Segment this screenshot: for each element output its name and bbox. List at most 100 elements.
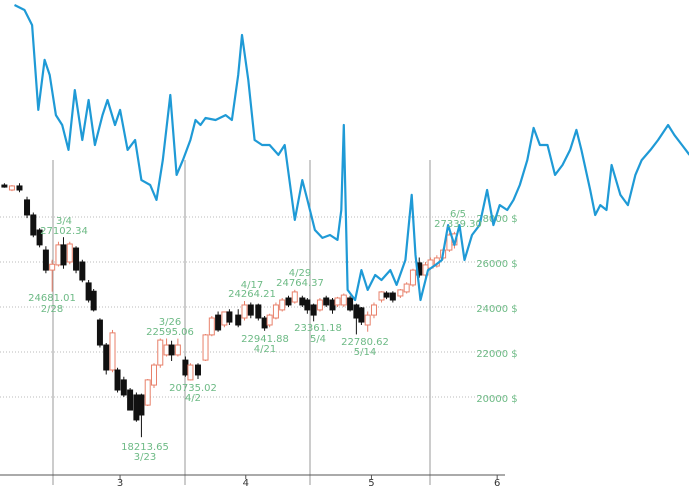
candle-body	[182, 359, 189, 376]
candle-body	[79, 261, 86, 281]
candle-body	[120, 379, 127, 396]
candle-body	[30, 214, 37, 236]
y-tick-label: 24000 $	[476, 304, 517, 315]
annotation-price: 23361.18	[294, 323, 342, 334]
candle-body	[235, 314, 242, 326]
candle-body	[383, 292, 390, 298]
candle-body	[397, 289, 404, 297]
annotation-date: 3/26	[159, 317, 181, 328]
candle-body	[310, 304, 317, 316]
y-tick-label: 26000 $	[476, 259, 517, 270]
candle-body	[36, 229, 43, 246]
candle-body	[194, 364, 201, 376]
x-tick-label: 5	[368, 478, 374, 489]
vertical-separators	[52, 160, 431, 485]
candle-body	[208, 317, 215, 336]
candle-body	[285, 297, 292, 306]
y-tick-label: 20000 $	[476, 394, 517, 405]
annotation-date: 3/4	[56, 216, 72, 227]
candle-body	[304, 299, 311, 311]
candle-body	[202, 334, 209, 361]
candle-body	[353, 304, 360, 319]
candle-body	[1, 184, 8, 188]
candle-body	[157, 339, 164, 366]
candle-body	[103, 344, 110, 371]
annotation-price: 20735.02	[169, 383, 217, 394]
annotation-date: 4/21	[254, 344, 276, 355]
annotation-date: 4/2	[185, 393, 201, 404]
candle-body	[409, 269, 416, 286]
candle-body	[323, 297, 330, 306]
candle-body	[329, 299, 336, 311]
annotation-date: 5/14	[354, 347, 376, 358]
candle-body	[266, 314, 273, 326]
candle-body	[403, 283, 410, 293]
annotation-price: 24764.37	[276, 278, 324, 289]
candle-body	[73, 247, 80, 271]
annotation-date: 6/5	[450, 209, 466, 220]
annotation-date: 5/4	[310, 334, 326, 345]
candle-body	[370, 304, 377, 316]
annotation-date: 4/17	[241, 280, 263, 291]
candle-body	[187, 364, 194, 381]
annotation-price: 22780.62	[341, 337, 389, 348]
candle-body	[138, 394, 145, 416]
x-tick-label: 6	[494, 478, 500, 489]
annotation-date: 3/23	[134, 452, 156, 463]
candle-body	[279, 299, 286, 311]
candle-body	[90, 290, 97, 311]
candle-body	[389, 292, 396, 301]
candle-body	[347, 297, 354, 311]
overlay-line	[14, 4, 689, 302]
annotation-price: 22941.88	[241, 334, 289, 345]
annotation-date: 4/29	[289, 268, 311, 279]
candle-body	[16, 185, 23, 191]
candle-body	[358, 307, 365, 323]
candle-body	[247, 304, 254, 316]
candle-body	[150, 364, 157, 386]
candle-body	[378, 291, 385, 301]
candle-body	[66, 243, 73, 263]
candle-body	[299, 297, 306, 306]
annotation-price: 24681.01	[28, 293, 76, 304]
candle-body	[163, 344, 170, 356]
candle-body	[60, 244, 67, 266]
candle-body	[49, 263, 56, 271]
candle-body	[340, 294, 347, 306]
y-tick-label: 28000 $	[476, 214, 517, 225]
candle-body	[255, 304, 262, 319]
candle-body	[127, 389, 134, 411]
candle-body	[261, 317, 268, 329]
candle-body	[316, 299, 323, 311]
candle-body	[96, 319, 103, 346]
candle-body	[168, 344, 175, 356]
x-tick-label: 4	[243, 478, 249, 489]
candle-body	[334, 297, 341, 306]
candle-body	[144, 379, 151, 406]
candle-body	[364, 314, 371, 326]
candle-body	[272, 304, 279, 319]
annotation-price: 18213.65	[121, 442, 169, 453]
candle-body	[8, 185, 15, 191]
candle-body	[174, 344, 181, 356]
candle-body	[133, 394, 140, 421]
candle-body	[291, 291, 298, 303]
y-tick-label: 22000 $	[476, 349, 517, 360]
candle-body	[226, 311, 233, 323]
candle-body	[241, 304, 248, 319]
annotation-price: 27102.34	[40, 226, 88, 237]
candle-body	[24, 199, 31, 216]
candle-body	[215, 314, 222, 331]
annotation-price: 22595.06	[146, 327, 194, 338]
candle-body	[42, 249, 49, 271]
candle-body	[114, 369, 121, 391]
candle-body	[85, 282, 92, 301]
annotation-date: 2/28	[41, 304, 63, 315]
candle-body	[221, 311, 228, 326]
annotation-price: 24264.21	[228, 289, 276, 300]
candle-body	[55, 244, 62, 266]
x-tick-label: 3	[117, 478, 123, 489]
candle-body	[109, 332, 116, 371]
annotation-price: 27339.30	[434, 219, 482, 230]
